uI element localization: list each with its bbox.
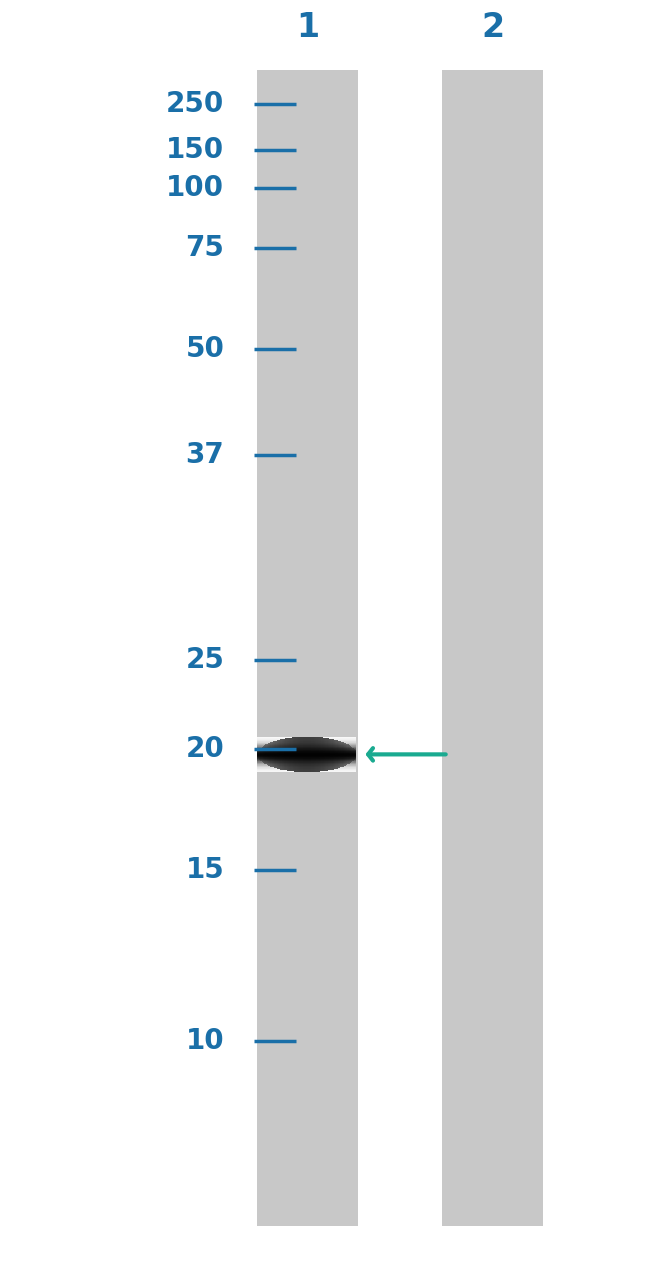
- Bar: [332, 739, 333, 770]
- Bar: [311, 737, 313, 772]
- Text: 100: 100: [166, 174, 224, 202]
- Bar: [343, 742, 344, 767]
- Bar: [259, 749, 261, 759]
- Bar: [307, 737, 309, 772]
- Text: 15: 15: [185, 856, 224, 884]
- Bar: [302, 737, 303, 772]
- Bar: [330, 739, 332, 770]
- Bar: [295, 737, 296, 772]
- Bar: [350, 745, 351, 763]
- Bar: [274, 740, 276, 768]
- Bar: [291, 738, 292, 771]
- Bar: [344, 743, 345, 766]
- Bar: [292, 738, 294, 771]
- Bar: [294, 737, 295, 772]
- Bar: [272, 742, 273, 767]
- Bar: [334, 739, 335, 770]
- Bar: [313, 737, 314, 772]
- Text: 2: 2: [481, 11, 504, 44]
- Bar: [299, 737, 300, 772]
- Bar: [303, 737, 304, 772]
- Text: 25: 25: [185, 646, 224, 674]
- Bar: [315, 737, 317, 772]
- Bar: [270, 742, 272, 767]
- Bar: [329, 738, 330, 771]
- Bar: [355, 751, 356, 758]
- Text: 75: 75: [185, 234, 224, 262]
- Bar: [322, 738, 324, 771]
- Bar: [300, 737, 302, 772]
- Bar: [339, 740, 340, 768]
- Bar: [268, 743, 269, 766]
- Bar: [284, 738, 285, 771]
- Text: 150: 150: [166, 136, 224, 164]
- Bar: [345, 743, 346, 766]
- Bar: [328, 738, 329, 771]
- Bar: [261, 748, 262, 761]
- Bar: [336, 740, 337, 768]
- Bar: [289, 738, 291, 771]
- Bar: [325, 738, 326, 771]
- Bar: [277, 740, 278, 768]
- Bar: [264, 745, 265, 763]
- Bar: [287, 738, 288, 771]
- Bar: [326, 738, 328, 771]
- Bar: [298, 737, 299, 772]
- Bar: [266, 744, 268, 765]
- Bar: [320, 738, 321, 771]
- Bar: [257, 70, 358, 1226]
- Bar: [340, 742, 341, 767]
- Bar: [310, 737, 311, 772]
- Bar: [285, 738, 287, 771]
- Bar: [269, 743, 270, 766]
- Text: 250: 250: [166, 90, 224, 118]
- Bar: [283, 739, 284, 770]
- Bar: [278, 740, 279, 768]
- Text: 10: 10: [186, 1027, 224, 1055]
- Bar: [258, 751, 259, 758]
- Bar: [341, 742, 343, 767]
- Bar: [324, 738, 325, 771]
- Bar: [306, 737, 307, 772]
- Bar: [262, 747, 263, 762]
- Bar: [352, 748, 354, 761]
- Bar: [319, 737, 320, 772]
- Bar: [288, 738, 289, 771]
- Text: 50: 50: [185, 335, 224, 363]
- Bar: [263, 745, 264, 763]
- Bar: [335, 740, 336, 768]
- Bar: [279, 739, 280, 770]
- Bar: [354, 749, 355, 759]
- Bar: [296, 737, 298, 772]
- Bar: [265, 744, 266, 765]
- Bar: [309, 737, 310, 772]
- Bar: [280, 739, 281, 770]
- Bar: [442, 70, 543, 1226]
- Bar: [351, 747, 352, 762]
- Text: 1: 1: [296, 11, 319, 44]
- Bar: [304, 737, 306, 772]
- Bar: [346, 744, 348, 765]
- Bar: [318, 737, 319, 772]
- Text: 20: 20: [185, 735, 224, 763]
- Bar: [276, 740, 277, 768]
- Bar: [349, 745, 350, 763]
- Text: 37: 37: [185, 441, 224, 469]
- Bar: [273, 742, 274, 767]
- Bar: [314, 737, 315, 772]
- Bar: [317, 737, 318, 772]
- Bar: [337, 740, 339, 768]
- Bar: [281, 739, 283, 770]
- Bar: [333, 739, 334, 770]
- Bar: [348, 744, 349, 765]
- Bar: [321, 738, 322, 771]
